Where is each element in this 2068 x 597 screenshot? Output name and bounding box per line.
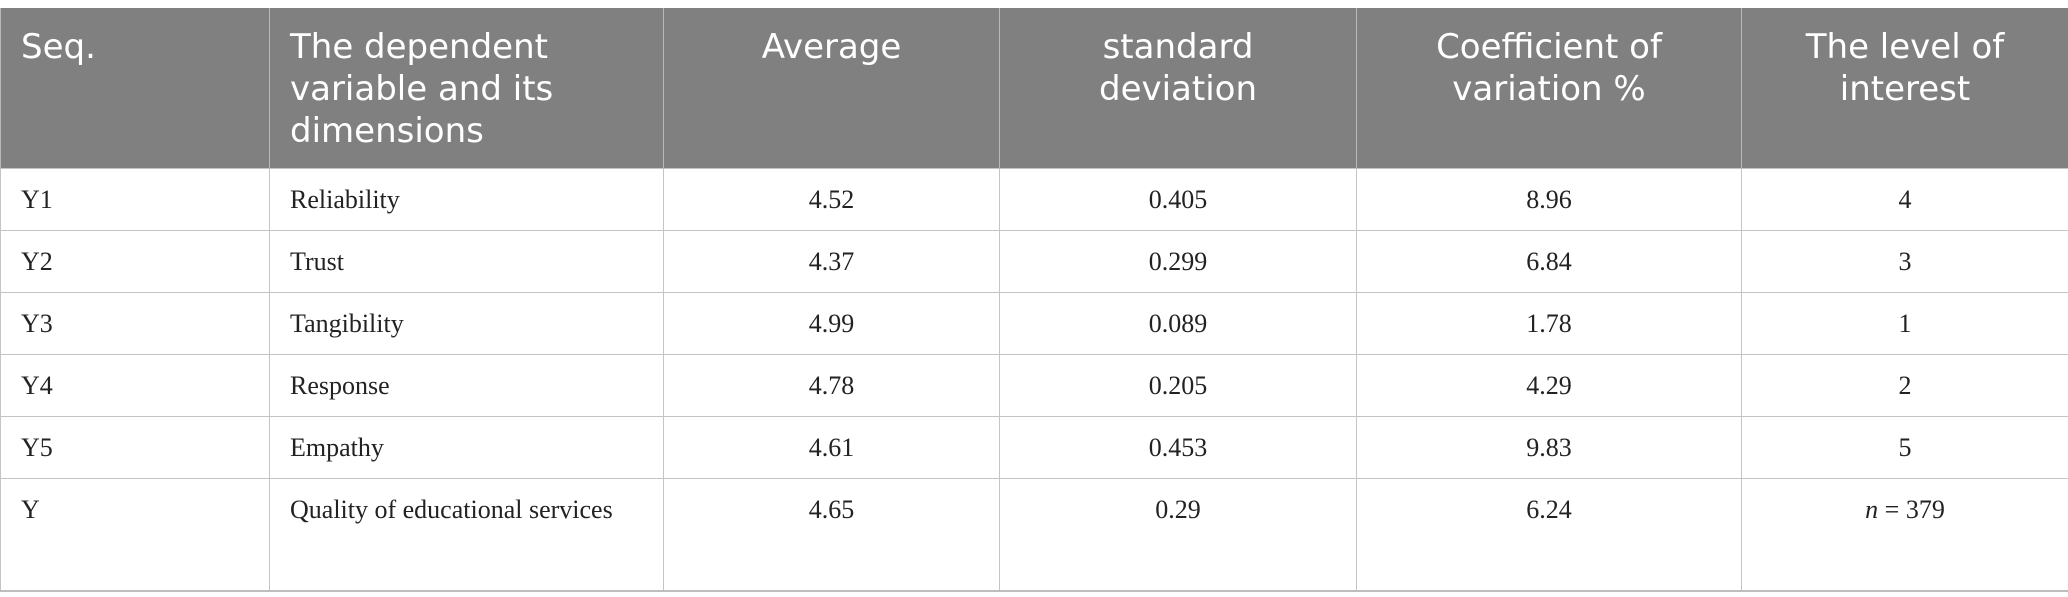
cell-std-dev: 0.29 [999,478,1357,592]
table-row: Y2 Trust 4.37 0.299 6.84 3 [0,230,2068,293]
cell-cv: 9.83 [1356,416,1742,479]
results-table: Seq. The dependent variable and its dime… [0,8,2068,592]
cell-level: 4 [1741,168,2068,231]
header-level: The level of interest [1741,8,2068,169]
cell-average: 4.52 [663,168,1000,231]
cell-cv: 8.96 [1356,168,1742,231]
cell-average: 4.37 [663,230,1000,293]
cell-dimension: Tangibility [269,292,664,355]
cell-dimension: Trust [269,230,664,293]
cell-level: 5 [1741,416,2068,479]
table-row: Y4 Response 4.78 0.205 4.29 2 [0,354,2068,417]
cell-level: 1 [1741,292,2068,355]
cell-dimension: Empathy [269,416,664,479]
cell-dimension: Quality of educational services [269,478,664,592]
cell-dimension: Reliability [269,168,664,231]
cell-cv: 6.84 [1356,230,1742,293]
cell-dimension: Response [269,354,664,417]
table-row: Y Quality of educational services 4.65 0… [0,478,2068,592]
header-average: Average [663,8,1000,169]
cell-cv: 4.29 [1356,354,1742,417]
cell-seq: Y2 [0,230,270,293]
table-row: Y3 Tangibility 4.99 0.089 1.78 1 [0,292,2068,355]
cell-cv: 6.24 [1356,478,1742,592]
cell-average: 4.99 [663,292,1000,355]
cell-average: 4.65 [663,478,1000,592]
cell-std-dev: 0.205 [999,354,1357,417]
header-std-dev: standard deviation [999,8,1357,169]
cell-average: 4.78 [663,354,1000,417]
cell-seq: Y5 [0,416,270,479]
cell-seq: Y4 [0,354,270,417]
cell-seq: Y [0,478,270,592]
header-cv: Coefficient of variation % [1356,8,1742,169]
cell-seq: Y3 [0,292,270,355]
header-seq: Seq. [0,8,270,169]
cell-average: 4.61 [663,416,1000,479]
cell-level: 2 [1741,354,2068,417]
cell-level: 3 [1741,230,2068,293]
cell-level: n = 379 [1741,478,2068,592]
table-body: Y1 Reliability 4.52 0.405 8.96 4 Y2 Trus… [0,168,2068,592]
cell-std-dev: 0.299 [999,230,1357,293]
table-row: Y1 Reliability 4.52 0.405 8.96 4 [0,168,2068,231]
header-row: Seq. The dependent variable and its dime… [0,8,2068,169]
header-dimension: The dependent variable and its dimension… [269,8,664,169]
cell-std-dev: 0.453 [999,416,1357,479]
cell-std-dev: 0.089 [999,292,1357,355]
table-row: Y5 Empathy 4.61 0.453 9.83 5 [0,416,2068,479]
sample-size-value: = 379 [1884,495,1945,524]
cell-cv: 1.78 [1356,292,1742,355]
cell-seq: Y1 [0,168,270,231]
cell-std-dev: 0.405 [999,168,1357,231]
table-header: Seq. The dependent variable and its dime… [0,8,2068,169]
sample-size-symbol: n [1865,495,1879,524]
